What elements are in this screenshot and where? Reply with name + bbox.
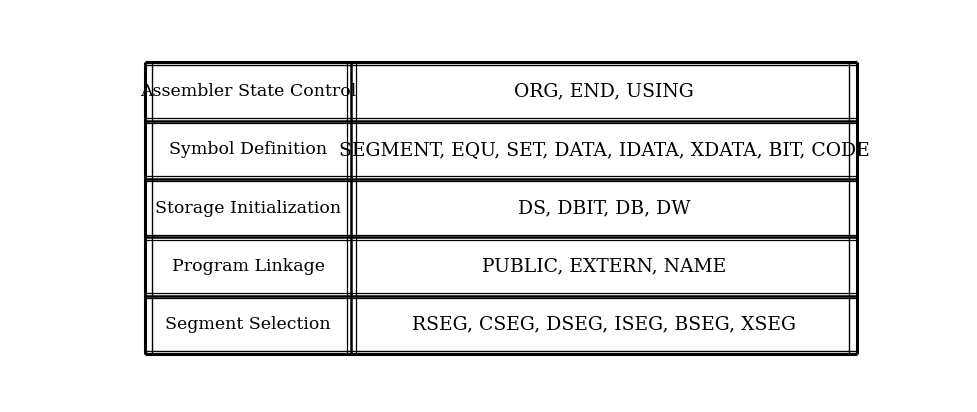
Text: DS, DBIT, DB, DW: DS, DBIT, DB, DW [518,199,690,217]
Text: Program Linkage: Program Linkage [172,258,324,275]
Text: SEGMENT, EQU, SET, DATA, IDATA, XDATA, BIT, CODE: SEGMENT, EQU, SET, DATA, IDATA, XDATA, B… [339,140,870,159]
Text: Segment Selection: Segment Selection [165,316,331,333]
Text: Assembler State Control: Assembler State Control [140,83,357,100]
Text: PUBLIC, EXTERN, NAME: PUBLIC, EXTERN, NAME [482,258,726,276]
Text: RSEG, CSEG, DSEG, ISEG, BSEG, XSEG: RSEG, CSEG, DSEG, ISEG, BSEG, XSEG [412,316,796,334]
Text: ORG, END, USING: ORG, END, USING [514,82,694,100]
Text: Symbol Definition: Symbol Definition [169,141,327,158]
Text: Storage Initialization: Storage Initialization [155,199,341,217]
